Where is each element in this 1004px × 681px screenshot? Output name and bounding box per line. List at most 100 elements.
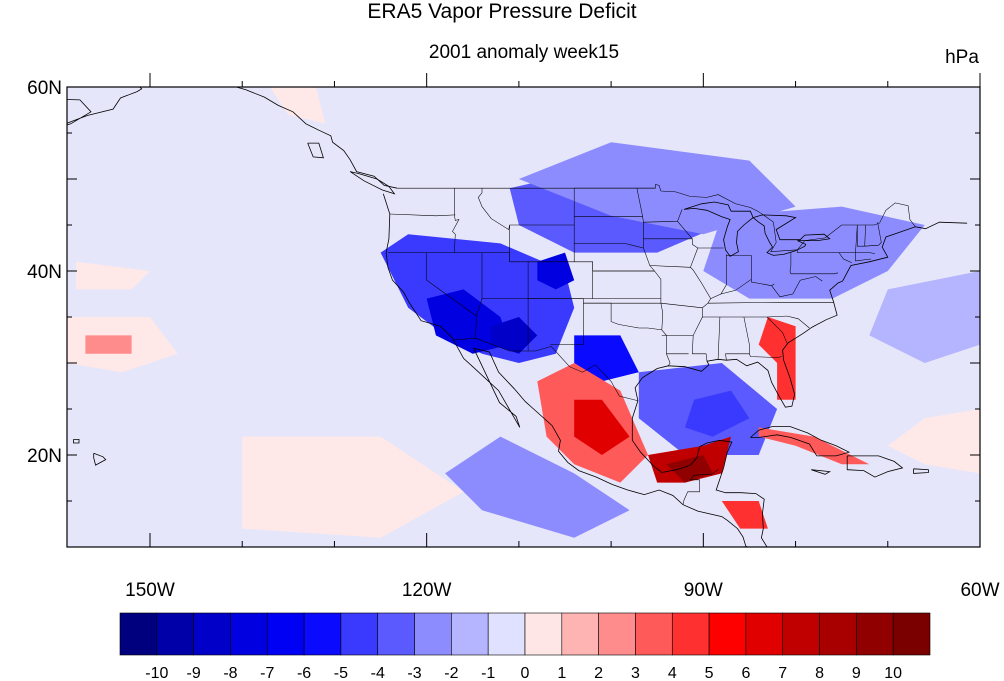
anomaly-pacific-mid-blob (76, 261, 150, 290)
anomaly-pacific-south-east (242, 436, 464, 538)
border-line (453, 337, 638, 401)
political-borders (387, 184, 916, 505)
anomaly-atlantic-east-blob (887, 409, 980, 474)
colorbar-swatch (561, 612, 599, 656)
coastline-segment (846, 455, 904, 478)
coastline-segment (93, 452, 107, 466)
lat-label: 60N (27, 78, 62, 99)
border-line (426, 252, 477, 317)
axis-ticks: 60N 40N 20N 150W 120W 90W 60W (27, 73, 1000, 601)
lat-label: 40N (27, 262, 62, 283)
colorbar-tick-label: 1 (557, 665, 566, 681)
border-line (855, 252, 875, 254)
colorbar-tick-label: 3 (631, 665, 640, 681)
colorbar-swatch (598, 612, 636, 656)
anomaly-canada-central (518, 142, 796, 235)
border-line (682, 468, 720, 505)
border-line (749, 353, 782, 358)
lon-label: 150W (125, 580, 175, 601)
colorbar-tick-label: 2 (594, 665, 603, 681)
border-line (475, 316, 477, 339)
border-line (702, 315, 810, 329)
colorbar-tick-label: 6 (741, 665, 750, 681)
lat-label: 20N (27, 446, 62, 467)
colorbar-swatch (856, 612, 894, 656)
colorbar-tick-label: 10 (884, 665, 902, 681)
border-line (660, 302, 703, 309)
anomaly-alaska-coast (269, 87, 326, 124)
colorbar-swatch (451, 612, 489, 656)
border-line (789, 252, 839, 275)
anomaly-arizona-core (491, 317, 538, 354)
border-line (710, 254, 727, 299)
colorbar-tick-label: 5 (705, 665, 714, 681)
colorbar-swatch (119, 612, 158, 656)
colorbar-swatch (193, 612, 231, 656)
coastline-segment (752, 214, 831, 256)
coastline-segment (67, 87, 398, 189)
colorbar-tick-label: -1 (481, 665, 495, 681)
border-line (528, 298, 584, 345)
anomaly-atlantic-north (869, 271, 980, 363)
colorbar-swatch (635, 612, 673, 656)
colorbar-swatch (892, 612, 931, 656)
anomaly-pacific-west-core (85, 335, 132, 354)
map-plot-area (67, 87, 980, 547)
anomaly-florida-georgia (758, 317, 796, 400)
coastline-segment (750, 426, 851, 457)
coastline-segment (349, 171, 396, 195)
coastline-segment (811, 469, 831, 475)
colorbar-swatch (156, 612, 194, 656)
border-line (751, 255, 775, 286)
colorbar-swatch (708, 612, 747, 656)
colorbar-tick-label: -4 (371, 665, 385, 681)
coastline-segment (683, 201, 754, 257)
anomaly-mexico-central-core (574, 399, 630, 455)
coastline-segment (634, 221, 968, 408)
coastlines (67, 87, 968, 547)
colorbar-swatch (230, 612, 268, 656)
colorbar-swatch (782, 612, 820, 656)
colorbar-tick-label: -9 (187, 665, 201, 681)
colorbar-tick-label: 7 (778, 665, 787, 681)
colorbar-swatch (487, 612, 526, 656)
colorbar-tick-label: 0 (521, 665, 530, 681)
colorbar-tick-label: 8 (815, 665, 824, 681)
anomaly-yucatan-core (666, 455, 713, 483)
colorbar-tick-label: -6 (297, 665, 311, 681)
colorbar-tick-label: -3 (407, 665, 421, 681)
border-line (864, 224, 866, 247)
anomaly-southwest-core (426, 289, 510, 354)
anomaly-pacific-east-mexico (445, 436, 630, 538)
border-line (766, 316, 788, 344)
coastline-segment (631, 400, 768, 547)
colorbar-tick-label: -10 (145, 665, 168, 681)
coastline-segment (913, 468, 929, 474)
colorbar-tick-label: 9 (852, 665, 861, 681)
border-line (707, 302, 834, 304)
border-line (857, 225, 865, 247)
border-line (649, 265, 712, 362)
colorbar-swatch (819, 612, 857, 656)
colorbar-swatch (745, 612, 784, 656)
anomaly-texas-east (574, 335, 639, 382)
border-line (477, 188, 575, 231)
colorbar-tick-label: 4 (668, 665, 677, 681)
border-line (574, 187, 671, 366)
colorbar-tick-label: -2 (444, 665, 458, 681)
border-line (717, 316, 721, 360)
lon-label: 120W (402, 580, 452, 601)
colorbar-swatch (340, 612, 379, 656)
colorbar: -10 -9 -8 -7 -6 -5 -4 -3 -2 -1 0 1 2 3 4 5 6 7 8 9 10 (119, 612, 931, 681)
border-line (771, 276, 823, 298)
coastline-segment (307, 142, 324, 159)
colorbar-swatch (524, 612, 563, 656)
colorbar-tick-label: -7 (260, 665, 274, 681)
colorbar-swatch (671, 612, 710, 656)
anomaly-honduras-nicaragua (721, 501, 768, 529)
border-line (720, 279, 752, 295)
colorbar-tick-label: -5 (334, 665, 348, 681)
colorbar-swatch (414, 612, 452, 656)
border-line (574, 243, 644, 249)
